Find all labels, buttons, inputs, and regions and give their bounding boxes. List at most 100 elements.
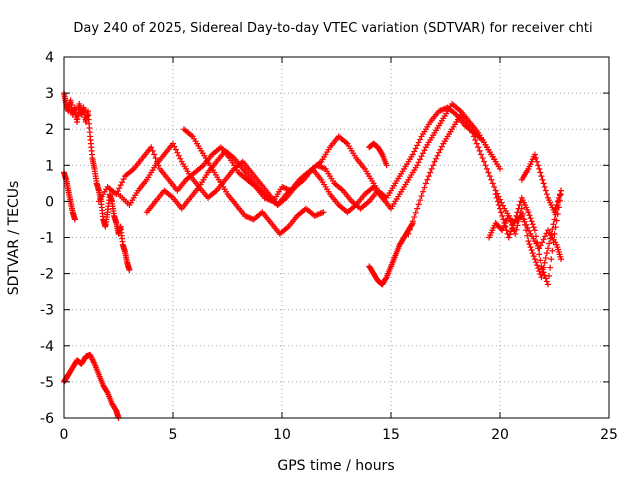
data-point (414, 205, 421, 212)
data-point (507, 228, 514, 235)
data-point (382, 275, 389, 282)
data-point (532, 259, 539, 266)
data-point (412, 145, 419, 152)
y-tick-label: -2 (40, 267, 54, 283)
data-point (383, 162, 390, 169)
data-point (558, 256, 565, 263)
data-point (409, 221, 416, 228)
data-point (550, 221, 557, 228)
data-point (475, 144, 482, 151)
data-point (419, 150, 426, 157)
data-point (499, 202, 506, 209)
data-point (103, 388, 110, 395)
x-axis-label: GPS time / hours (277, 458, 394, 474)
data-point (170, 140, 176, 147)
data-point (175, 152, 182, 159)
series-arc3 (61, 351, 122, 421)
data-point (526, 241, 533, 248)
data-point (148, 144, 155, 151)
data-point (523, 227, 530, 234)
data-point (531, 256, 538, 263)
data-point (553, 202, 560, 209)
data-point (415, 201, 422, 208)
data-point (114, 188, 121, 195)
x-tick-label: 10 (273, 427, 291, 443)
y-tick-label: 3 (45, 86, 54, 102)
y-tick-label: -6 (40, 411, 54, 427)
data-point (540, 269, 547, 276)
data-point (524, 232, 531, 239)
data-point (532, 155, 539, 162)
data-point (320, 209, 327, 216)
data-point (516, 202, 523, 209)
data-point (530, 224, 537, 231)
data-point (505, 212, 512, 219)
data-point (536, 165, 543, 172)
data-point (425, 173, 432, 180)
data-point (409, 151, 416, 158)
data-point (466, 122, 473, 129)
x-tick-label: 5 (169, 427, 178, 443)
data-point (526, 212, 533, 219)
data-point (541, 183, 548, 190)
series-arc12 (492, 191, 565, 288)
data-point (512, 216, 519, 223)
data-point (483, 165, 490, 172)
y-tick-label: -4 (40, 339, 54, 355)
data-point (126, 266, 133, 273)
data-point (470, 133, 477, 140)
series-arc13 (518, 151, 565, 216)
data-point (510, 222, 517, 229)
data-point (172, 146, 179, 153)
series-arc6 (143, 133, 386, 216)
data-point (116, 185, 123, 192)
data-point (473, 140, 480, 147)
y-tick-label: -3 (40, 303, 54, 319)
data-point (486, 173, 493, 180)
data-point (506, 215, 513, 222)
data-point (151, 151, 158, 158)
data-point (435, 149, 442, 156)
data-point (71, 216, 78, 223)
data-point (515, 205, 522, 212)
data-point (511, 219, 518, 226)
data-point (530, 253, 537, 260)
data-point (534, 262, 541, 269)
data-point (539, 176, 546, 183)
data-point (512, 230, 519, 237)
data-point (411, 214, 418, 221)
data-point (152, 155, 159, 162)
data-point (536, 251, 543, 258)
data-point (415, 139, 422, 146)
data-point (499, 212, 506, 219)
data-point (424, 176, 431, 183)
data-point (418, 153, 425, 160)
data-point (492, 158, 499, 165)
data-point (526, 227, 533, 234)
data-point (411, 148, 418, 155)
series-arc8 (366, 220, 416, 288)
data-point (552, 205, 559, 212)
data-point (431, 158, 438, 165)
data-point (489, 180, 496, 187)
data-point (421, 184, 428, 191)
data-point (539, 239, 546, 246)
x-tick-label: 25 (600, 427, 618, 443)
data-point (543, 250, 550, 257)
data-point (543, 191, 550, 198)
data-point (537, 242, 544, 249)
data-point (408, 222, 415, 229)
data-point (532, 233, 539, 240)
data-point (537, 169, 544, 176)
data-point (546, 240, 553, 247)
data-point (177, 155, 184, 162)
axis-ticks: 0 5 10 15 20 25 -6 -5 -4 -3 -2 -1 0 1 2 3 4 (40, 50, 618, 443)
data-point (412, 209, 419, 216)
data-point (437, 146, 444, 153)
data-point (513, 212, 520, 219)
data-point (548, 256, 555, 263)
data-point (538, 263, 545, 270)
data-point (554, 211, 561, 218)
data-point (558, 187, 565, 194)
